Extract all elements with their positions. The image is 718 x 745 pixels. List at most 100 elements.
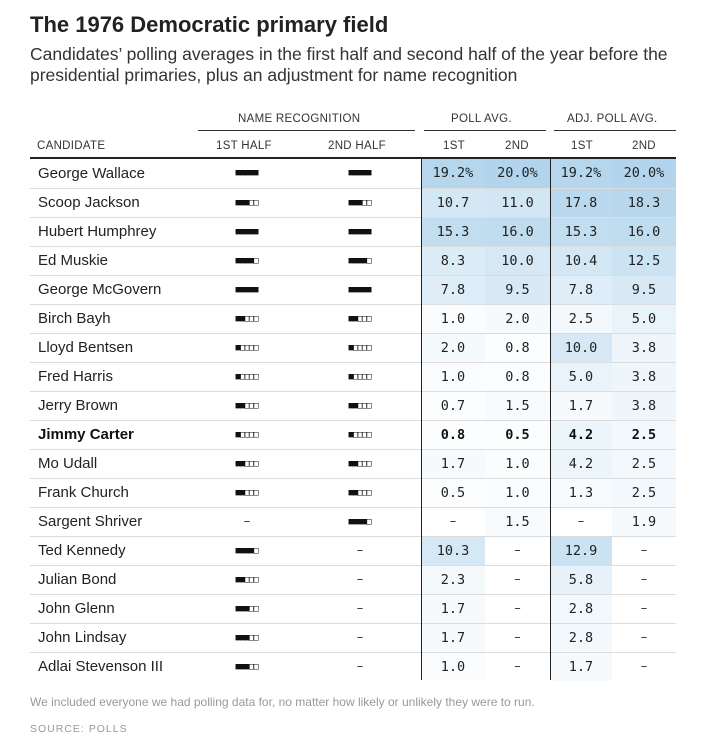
adj-poll-avg-1st: 17.8 xyxy=(550,188,612,218)
name-recognition-2nd-half: ■□□□□ xyxy=(298,333,421,363)
poll-avg-2nd: 0.8 xyxy=(485,362,550,392)
page-subtitle: Candidates’ polling averages in the firs… xyxy=(30,44,668,85)
table-row: Scoop Jackson ■■■□□ ■■■□□ 10.7 11.0 17.8 18.3 xyxy=(30,188,676,218)
name-recognition-1st-half: ■■□□□ xyxy=(195,391,298,421)
adj-poll-avg-2nd: 3.8 xyxy=(612,362,676,392)
name-recognition-1st-half: ■■■■■ xyxy=(195,159,298,189)
candidate-name: Fred Harris xyxy=(30,362,195,392)
adj-poll-avg-1st: 1.7 xyxy=(550,391,612,421)
table-row: Fred Harris ■□□□□ ■□□□□ 1.0 0.8 5.0 3.8 xyxy=(30,362,676,392)
name-recognition-1st-half: ■■□□□ xyxy=(195,304,298,334)
adj-poll-avg-2nd: 3.8 xyxy=(612,391,676,421)
page-title: The 1976 Democratic primary field xyxy=(30,12,389,37)
name-recognition-2nd-half: ■■■■■ xyxy=(298,217,421,247)
name-recognition-1st-half: ■■□□□ xyxy=(195,478,298,508)
candidate-name: George Wallace xyxy=(30,159,195,189)
candidate-name: John Lindsay xyxy=(30,623,195,653)
adj-poll-avg-1st: 1.7 xyxy=(550,652,612,681)
table-row: Jimmy Carter ■□□□□ ■□□□□ 0.8 0.5 4.2 2.5 xyxy=(30,420,676,450)
name-recognition-2nd-half: ■■■■□ xyxy=(298,246,421,276)
poll-avg-1st: 15.3 xyxy=(421,217,485,247)
poll-avg-2nd: 1.0 xyxy=(485,478,550,508)
footnote: We included everyone we had polling data… xyxy=(30,695,535,709)
name-recognition-2nd-half: ■■■■□ xyxy=(298,507,421,537)
name-recognition-1st-half: ■■■□□ xyxy=(195,594,298,624)
poll-avg-1st: 7.8 xyxy=(421,275,485,305)
adj-poll-avg-2nd: 20.0% xyxy=(612,159,676,189)
poll-avg-2nd: – xyxy=(485,565,550,595)
adj-poll-avg-1st: 2.8 xyxy=(550,594,612,624)
poll-avg-2nd: 1.5 xyxy=(485,391,550,421)
candidate-name: George McGovern xyxy=(30,275,195,305)
poll-avg-2nd: – xyxy=(485,623,550,653)
name-recognition-1st-half: ■□□□□ xyxy=(195,420,298,450)
poll-avg-1st: 2.3 xyxy=(421,565,485,595)
adj-poll-avg-1st: 10.4 xyxy=(550,246,612,276)
adj-poll-avg-2nd: 2.5 xyxy=(612,449,676,479)
name-recognition-1st-half: ■■■□□ xyxy=(195,623,298,653)
name-recognition-1st-half: ■■■■□ xyxy=(195,536,298,566)
adj-poll-avg-2nd: 12.5 xyxy=(612,246,676,276)
table-row: Adlai Stevenson III ■■■□□ – 1.0 – 1.7 – xyxy=(30,652,676,681)
name-recognition-2nd-half: ■■□□□ xyxy=(298,449,421,479)
name-recognition-2nd-half: ■□□□□ xyxy=(298,420,421,450)
adj-poll-avg-1st: 2.5 xyxy=(550,304,612,334)
name-recognition-1st-half: ■■■■■ xyxy=(195,217,298,247)
adj-poll-avg-2nd: 1.9 xyxy=(612,507,676,537)
table-row: Ted Kennedy ■■■■□ –10.3–12.9– xyxy=(30,536,676,566)
divider-poll xyxy=(421,158,422,680)
name-recognition-2nd-half: – xyxy=(298,594,421,624)
candidate-name: Birch Bayh xyxy=(30,304,195,334)
adj-poll-avg-1st: 1.3 xyxy=(550,478,612,508)
header-poll-2nd: 2ND xyxy=(505,140,529,152)
name-recognition-2nd-half: – xyxy=(356,659,364,675)
adj-poll-avg-1st: 4.2 xyxy=(550,449,612,479)
adj-poll-avg-1st: 4.2 xyxy=(550,420,612,450)
header-rule xyxy=(30,157,676,159)
table-row: John Lindsay ■■■□□ –1.7–2.8– xyxy=(30,623,676,653)
adj-poll-avg-2nd: – xyxy=(612,536,676,566)
poll-avg-2nd: – xyxy=(514,659,521,675)
adj-poll-avg-2nd: 2.5 xyxy=(612,478,676,508)
group-underline-adj-poll-avg xyxy=(554,130,676,131)
poll-avg-1st: 1.7 xyxy=(421,594,485,624)
name-recognition-1st-half: ■□□□□ xyxy=(195,362,298,392)
candidate-name: Mo Udall xyxy=(30,449,195,479)
header-adj-2nd: 2ND xyxy=(632,140,656,152)
divider-adj xyxy=(550,158,551,680)
name-recognition-2nd-half: ■□□□□ xyxy=(298,362,421,392)
adj-poll-avg-1st: 5.0 xyxy=(550,362,612,392)
adj-poll-avg-2nd: – xyxy=(612,623,676,653)
name-recognition-2nd-half: ■■□□□ xyxy=(298,391,421,421)
group-underline-name-recognition xyxy=(198,130,415,131)
name-recognition-2nd-half: – xyxy=(298,565,421,595)
adj-poll-avg-1st: 12.9 xyxy=(550,536,612,566)
table-row: Mo Udall ■■□□□ ■■□□□ 1.7 1.0 4.2 2.5 xyxy=(30,449,676,479)
header-recog-2nd-half: 2ND HALF xyxy=(328,140,386,152)
adj-poll-avg-2nd: – xyxy=(612,565,676,595)
header-poll-1st: 1ST xyxy=(443,140,465,152)
poll-avg-1st: 1.0 xyxy=(421,362,485,392)
name-recognition-1st-half: ■■□□□ xyxy=(195,449,298,479)
group-underline-poll-avg xyxy=(424,130,546,131)
poll-avg-2nd: 1.0 xyxy=(485,449,550,479)
table-row: Ed Muskie ■■■■□ ■■■■□ 8.3 10.0 10.4 12.5 xyxy=(30,246,676,276)
adj-poll-avg-1st: 19.2% xyxy=(550,159,612,189)
header-group-name-recognition: NAME RECOGNITION xyxy=(238,113,361,125)
candidate-name: Hubert Humphrey xyxy=(30,217,195,247)
name-recognition-1st-half: ■□□□□ xyxy=(195,333,298,363)
candidate-name: Adlai Stevenson III xyxy=(38,658,164,676)
name-recognition-2nd-half: ■■■■■ xyxy=(298,159,421,189)
poll-avg-2nd: – xyxy=(485,536,550,566)
name-recognition-1st-half: ■■□□□ xyxy=(195,565,298,595)
table-row: Hubert Humphrey ■■■■■ ■■■■■ 15.3 16.0 15.3 16.… xyxy=(30,217,676,247)
poll-avg-2nd: 0.8 xyxy=(485,333,550,363)
candidate-table-body: George Wallace ■■■■■ ■■■■■ 19.2% 20.0% 19.2% 2… xyxy=(30,159,676,681)
poll-avg-1st: 0.8 xyxy=(421,420,485,450)
adj-poll-avg-1st: 5.8 xyxy=(550,565,612,595)
poll-avg-1st: – xyxy=(421,507,485,537)
adj-poll-avg-1st: 7.8 xyxy=(550,275,612,305)
name-recognition-2nd-half: – xyxy=(298,536,421,566)
name-recognition-2nd-half: ■■□□□ xyxy=(298,304,421,334)
candidate-name: Julian Bond xyxy=(30,565,195,595)
